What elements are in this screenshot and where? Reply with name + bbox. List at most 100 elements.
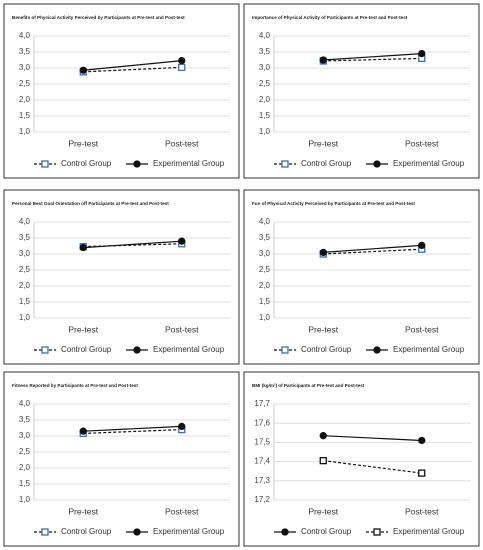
legend-marker xyxy=(133,346,141,354)
marker xyxy=(319,432,327,440)
legend-marker xyxy=(373,346,381,354)
legend-marker xyxy=(281,160,289,168)
x-tick-label: Post-test xyxy=(165,324,199,334)
y-tick-label: 17,5 xyxy=(254,438,270,447)
x-tick-label: Pre-test xyxy=(308,506,338,516)
series-line xyxy=(323,57,422,62)
series-line xyxy=(323,248,422,255)
legend-label: Experimental Group xyxy=(393,527,465,536)
series-line xyxy=(323,244,422,253)
y-tick-label: 4,0 xyxy=(19,217,31,226)
y-tick-label: 3,5 xyxy=(259,233,271,242)
y-tick-label: 2,0 xyxy=(259,281,271,290)
series-line xyxy=(83,240,182,249)
series-line xyxy=(323,53,422,61)
chart-title: Fitness Reported by Participants at Pre-… xyxy=(12,383,138,388)
y-tick-label: 1,5 xyxy=(19,111,31,120)
marker xyxy=(79,427,87,435)
y-tick-label: 2,5 xyxy=(259,79,271,88)
legend-label: Control Group xyxy=(61,527,112,536)
legend-label: Control Group xyxy=(61,159,112,168)
series-line xyxy=(323,460,422,474)
y-tick-label: 17,2 xyxy=(254,495,270,504)
y-tick-label: 17,6 xyxy=(254,418,270,427)
marker xyxy=(418,469,426,477)
chart-title: Fun of Physical Activity Perceived by Pa… xyxy=(252,201,415,206)
marker xyxy=(319,56,327,64)
legend-label: Experimental Group xyxy=(153,527,225,536)
chart-title: BMI (kg/m²) of Participants at Pre-test … xyxy=(252,383,365,388)
y-tick-label: 2,5 xyxy=(19,79,31,88)
legend-label: Experimental Group xyxy=(393,345,465,354)
y-tick-label: 4,0 xyxy=(19,399,31,408)
marker xyxy=(319,456,327,465)
y-tick-label: 1,0 xyxy=(19,127,31,136)
y-tick-label: 2,0 xyxy=(19,281,31,290)
marker xyxy=(418,241,426,250)
legend-marker xyxy=(373,160,381,168)
y-tick-label: 1,5 xyxy=(259,111,271,120)
x-tick-label: Post-test xyxy=(405,324,439,334)
legend-label: Experimental Group xyxy=(393,159,465,168)
marker xyxy=(319,248,327,257)
x-tick-label: Post-test xyxy=(405,506,439,516)
x-tick-label: Pre-test xyxy=(68,506,98,516)
y-tick-label: 1,0 xyxy=(259,313,271,322)
legend-marker xyxy=(373,528,381,536)
y-tick-label: 2,5 xyxy=(19,265,31,274)
marker xyxy=(178,63,186,72)
chart-title: Importance of Physical Activity of Parti… xyxy=(252,15,408,20)
legend-label: Control Group xyxy=(301,345,352,354)
panel-frame xyxy=(243,371,480,547)
y-tick-label: 2,5 xyxy=(19,447,31,456)
x-tick-label: Pre-test xyxy=(308,324,338,334)
y-tick-label: 3,0 xyxy=(19,63,31,72)
chart-title: Benefits of Physical Activity Perceived … xyxy=(12,15,185,20)
marker xyxy=(79,243,87,252)
y-tick-label: 3,5 xyxy=(19,415,31,424)
y-tick-label: 2,0 xyxy=(19,463,31,472)
y-tick-label: 1,0 xyxy=(19,495,31,504)
y-tick-label: 1,5 xyxy=(19,297,31,306)
x-tick-label: Pre-test xyxy=(68,138,98,148)
marker xyxy=(178,56,186,65)
series-line xyxy=(83,429,182,435)
panel-frame xyxy=(3,189,240,365)
x-tick-label: Pre-test xyxy=(308,138,338,148)
y-tick-label: 3,5 xyxy=(259,47,271,56)
marker xyxy=(418,49,426,58)
y-tick-label: 3,0 xyxy=(259,63,271,72)
series-line xyxy=(83,66,182,73)
panel-frame xyxy=(3,3,240,179)
y-tick-label: 3,5 xyxy=(19,233,31,242)
series-line xyxy=(83,60,182,71)
x-tick-label: Post-test xyxy=(405,138,439,148)
legend-label: Experimental Group xyxy=(153,345,225,354)
y-tick-label: 3,5 xyxy=(19,47,31,56)
chart-title: Personal Best Goal Orientation off Parti… xyxy=(12,201,169,206)
y-tick-label: 3,0 xyxy=(19,431,31,440)
series-line xyxy=(323,435,422,442)
panel-frame xyxy=(243,189,480,365)
y-tick-label: 17,7 xyxy=(254,399,270,408)
y-tick-label: 1,5 xyxy=(259,297,271,306)
legend-marker xyxy=(41,528,49,536)
y-tick-label: 17,3 xyxy=(254,476,270,485)
legend-label: Experimental Group xyxy=(153,159,225,168)
y-tick-label: 3,0 xyxy=(259,249,271,258)
panel-frame xyxy=(243,3,480,179)
legend-marker xyxy=(281,346,289,354)
y-tick-label: 2,5 xyxy=(259,265,271,274)
x-tick-label: Post-test xyxy=(165,506,199,516)
y-tick-label: 4,0 xyxy=(19,31,31,40)
y-tick-label: 4,0 xyxy=(259,217,271,226)
series-line xyxy=(83,425,182,432)
legend-marker xyxy=(133,160,141,168)
y-tick-label: 3,0 xyxy=(19,249,31,258)
y-tick-label: 1,5 xyxy=(19,479,31,488)
legend-label: Control Group xyxy=(301,159,352,168)
y-tick-label: 1,0 xyxy=(259,127,271,136)
x-tick-label: Post-test xyxy=(165,138,199,148)
y-tick-label: 2,0 xyxy=(259,95,271,104)
